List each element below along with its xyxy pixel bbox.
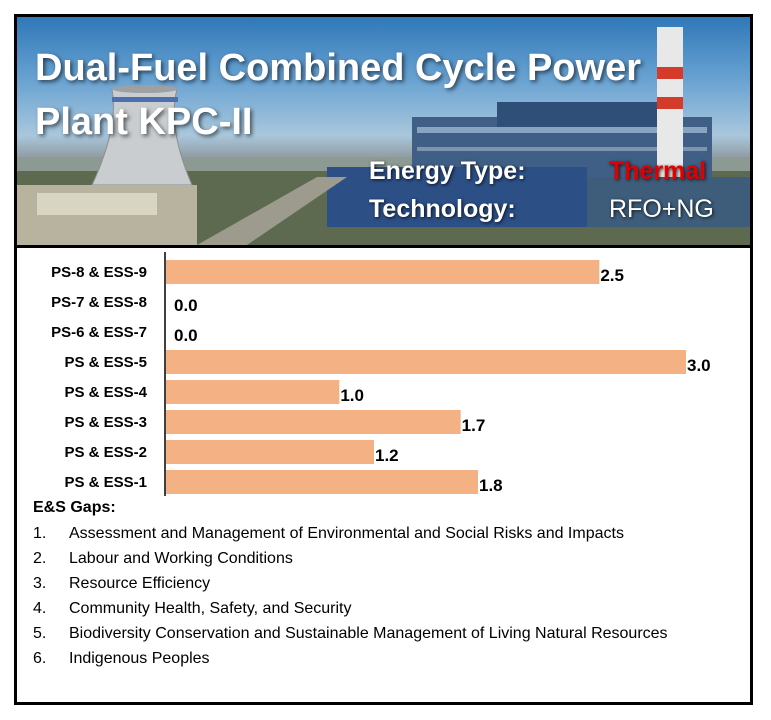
energy-type-label: Energy Type: [369,157,526,185]
gaps-section: E&S Gaps: 1. Assessment and Management of… [33,499,719,671]
header-divider [17,245,750,248]
category-label: PS & ESS-1 [64,474,147,491]
gap-number: 3. [33,575,47,592]
data-label: 3.0 [687,356,711,375]
gap-text: Community Health, Safety, and Security [69,600,352,617]
gap-text: Labour and Working Conditions [69,550,293,567]
gaps-title: E&S Gaps: [33,499,116,516]
gap-item: 6. Indigenous Peoples [33,646,719,671]
gap-number: 5. [33,625,47,642]
category-label: PS & ESS-4 [64,384,147,401]
category-label: PS & ESS-3 [64,414,147,431]
category-label: PS-8 & ESS-9 [51,264,147,281]
energy-type-value: Thermal [609,157,707,185]
bar [166,470,478,494]
gaps-list: 1. Assessment and Management of Environme… [33,521,719,671]
power-plant-photo [17,27,750,245]
gap-number: 1. [33,525,47,542]
gap-text: Indigenous Peoples [69,650,210,667]
data-label: 2.5 [600,266,624,285]
gap-number: 6. [33,650,47,667]
data-label: 1.8 [479,476,503,495]
gap-item: 1. Assessment and Management of Environme… [33,521,719,546]
gap-text: Assessment and Management of Environment… [69,525,624,542]
bar [166,410,461,434]
gap-number: 4. [33,600,47,617]
data-label: 1.7 [462,416,486,435]
gap-number: 2. [33,550,47,567]
bar [166,380,340,404]
bar [166,440,374,464]
bar [166,260,600,284]
gap-item: 3. Resource Efficiency [33,571,719,596]
category-label: PS-6 & ESS-7 [51,324,147,341]
bar-chart: PS-8 & ESS-9 2.5 PS-7 & ESS-8 0.0 PS-6 & ESS… [51,252,711,496]
data-label: 1.2 [375,446,399,465]
category-label: PS & ESS-2 [64,444,147,461]
category-label: PS-7 & ESS-8 [51,294,147,311]
data-label: 1.0 [340,386,364,405]
infographic-frame: Dual-Fuel Combined Cycle Power Plant KPC… [14,14,753,705]
technology-label: Technology: [369,195,516,223]
data-label: 0.0 [174,296,198,315]
gap-item: 2. Labour and Working Conditions [33,546,719,571]
technology-value: RFO+NG [609,195,714,223]
bar [166,350,686,374]
category-label: PS & ESS-5 [64,354,147,371]
page-title: Dual-Fuel Combined Cycle Power Plant KPC… [35,47,641,143]
gap-text: Resource Efficiency [69,575,211,592]
gap-item: 5. Biodiversity Conservation and Sustaina… [33,621,719,646]
header-photo-banner: Dual-Fuel Combined Cycle Power Plant KPC… [17,17,750,245]
gap-item: 4. Community Health, Safety, and Security [33,596,719,621]
gap-text: Biodiversity Conservation and Sustainabl… [69,625,668,642]
data-label: 0.0 [174,326,198,345]
